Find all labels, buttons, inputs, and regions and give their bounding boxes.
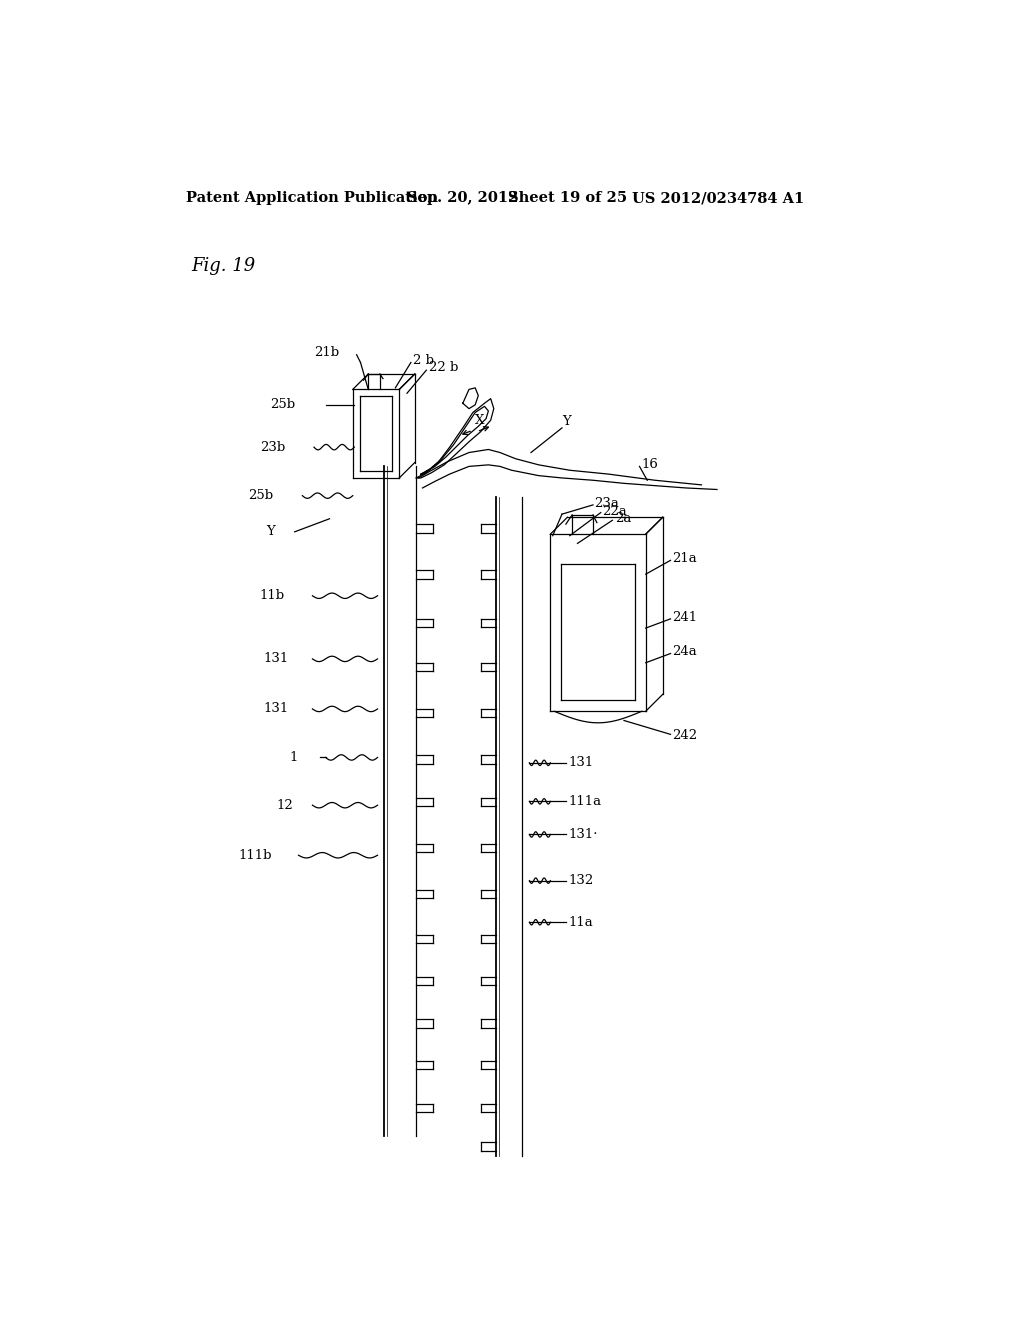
Text: 22 b: 22 b xyxy=(429,362,458,375)
Text: 242: 242 xyxy=(672,730,697,742)
Text: 131·: 131· xyxy=(568,828,598,841)
Text: 24a: 24a xyxy=(672,645,696,659)
Text: US 2012/0234784 A1: US 2012/0234784 A1 xyxy=(632,191,804,206)
Text: Y: Y xyxy=(562,416,570,428)
Text: 132: 132 xyxy=(568,874,594,887)
Text: 23a: 23a xyxy=(595,496,620,510)
Text: 241: 241 xyxy=(672,611,697,624)
Text: X: X xyxy=(474,414,483,428)
Text: 21a: 21a xyxy=(672,552,696,565)
Text: 25b: 25b xyxy=(270,399,295,412)
Text: 23b: 23b xyxy=(260,441,285,454)
Text: 111b: 111b xyxy=(238,849,271,862)
Text: 25b: 25b xyxy=(248,490,273,502)
Text: 11a: 11a xyxy=(568,916,593,929)
Text: 2a: 2a xyxy=(614,512,631,525)
Text: 131: 131 xyxy=(263,702,289,715)
Text: 131: 131 xyxy=(263,652,289,665)
Text: Sheet 19 of 25: Sheet 19 of 25 xyxy=(508,191,627,206)
Text: 111a: 111a xyxy=(568,795,601,808)
Text: Fig. 19: Fig. 19 xyxy=(191,257,256,275)
Text: Y: Y xyxy=(266,525,274,539)
Text: 131: 131 xyxy=(568,756,594,770)
Text: 21b: 21b xyxy=(314,346,339,359)
Text: 22a: 22a xyxy=(602,504,627,517)
Text: Patent Application Publication: Patent Application Publication xyxy=(186,191,438,206)
Text: 11b: 11b xyxy=(260,589,285,602)
Text: 2 b: 2 b xyxy=(414,354,434,367)
Text: 12: 12 xyxy=(276,799,294,812)
Text: 16: 16 xyxy=(641,458,658,471)
Text: Sep. 20, 2012: Sep. 20, 2012 xyxy=(407,191,518,206)
Text: 1: 1 xyxy=(289,751,298,764)
